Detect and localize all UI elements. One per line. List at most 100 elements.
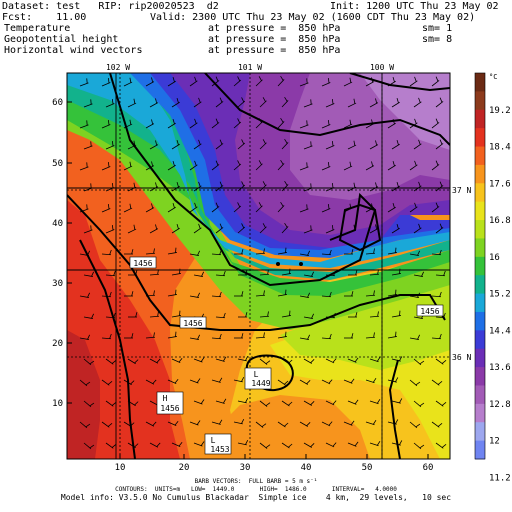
wind-barb <box>409 334 421 340</box>
wind-barb <box>277 201 285 213</box>
wind-barb <box>79 334 91 340</box>
wind-barb <box>365 248 376 255</box>
wind-barb <box>259 400 271 407</box>
height-label: 1456 <box>133 259 152 268</box>
wind-barb <box>344 333 354 339</box>
wind-barb <box>413 223 422 234</box>
wind-barb <box>413 97 422 108</box>
wind-barb <box>281 310 291 318</box>
wind-barb <box>277 331 287 339</box>
field-name-wind: Horizontal wind vectors <box>4 45 143 56</box>
wind-barb <box>167 289 177 297</box>
colorbar-swatch <box>475 293 485 313</box>
wind-barb <box>255 202 263 213</box>
wind-barb <box>83 141 93 150</box>
wind-barb <box>299 120 309 129</box>
station-markers <box>276 262 303 266</box>
wind-barb <box>123 161 133 171</box>
wind-barb <box>348 312 358 318</box>
footer-contour-info: CONTOURS: UNITS=m LOW= 1449.0 HIGH= 1486… <box>115 486 397 493</box>
wind-barb <box>303 271 315 277</box>
wind-barb <box>171 310 181 318</box>
wind-barb <box>413 271 425 277</box>
wind-barb <box>79 78 89 87</box>
wind-barb <box>211 118 220 129</box>
wind-barb <box>391 310 401 318</box>
colorbar-labels: 19.2 18.4 17.6 16.8 16 15.2 14.4 13.6 12.8 12 11.2 <box>489 106 511 484</box>
wind-barb <box>347 399 359 405</box>
footer-model-info: Model info: V3.5.0 No Cumulus Blackadar … <box>60 493 452 502</box>
wind-barb <box>409 118 418 129</box>
y-tick-label: 40 <box>52 219 63 229</box>
wind-barb <box>321 249 332 256</box>
wind-barb <box>431 421 443 428</box>
wind-barb <box>145 379 157 385</box>
wind-barb <box>325 312 336 319</box>
wind-barb <box>149 311 160 318</box>
wind-barb <box>149 224 159 234</box>
wind-barb <box>365 290 376 297</box>
wind-barb <box>347 224 357 234</box>
wind-barb <box>101 249 112 256</box>
x-tick-label: 50 <box>362 463 373 473</box>
x-tick-label: 40 <box>301 463 312 473</box>
wind-barb <box>189 334 201 340</box>
wind-barb <box>145 248 156 255</box>
colorbar-label: 16.8 <box>489 216 511 226</box>
wind-barb <box>255 248 266 255</box>
wind-barb <box>409 421 421 429</box>
wind-barb <box>211 377 223 383</box>
wind-barb <box>215 97 224 108</box>
wind-barb <box>277 247 287 255</box>
wind-barb <box>234 249 244 255</box>
wind-barb <box>145 161 155 171</box>
wind-barb <box>391 182 400 192</box>
wind-barb <box>303 358 315 364</box>
wind-barb <box>105 270 116 277</box>
wind-barb <box>193 399 205 405</box>
x-tick-label: 60 <box>423 463 434 473</box>
wind-barb <box>277 421 289 428</box>
wind-barb <box>365 119 375 129</box>
wind-barb <box>123 77 133 87</box>
colorbar-swatch <box>475 146 485 166</box>
wind-barb <box>211 160 220 171</box>
wind-barb <box>79 162 89 171</box>
wind-barb <box>325 99 335 108</box>
wind-barb <box>365 203 375 213</box>
wind-barb <box>237 97 246 108</box>
x-tick-label: 10 <box>115 463 126 473</box>
colorbar-swatch <box>475 238 485 258</box>
wind-barb <box>259 269 270 276</box>
wind-barb <box>189 250 201 256</box>
wind-barb <box>435 181 444 192</box>
wind-barb <box>189 160 198 171</box>
low-marker: L <box>254 370 259 379</box>
wind-barb <box>369 98 379 108</box>
wind-barb <box>325 442 337 448</box>
wind-barb <box>149 140 159 150</box>
wind-barb <box>215 398 227 404</box>
wind-barb <box>259 97 267 108</box>
wind-barb <box>387 377 399 383</box>
wind-barb <box>79 250 91 256</box>
wind-barb <box>321 162 331 171</box>
wind-barb <box>237 439 249 446</box>
wind-barb <box>409 76 418 87</box>
colorbar-swatch <box>475 91 485 111</box>
wind-barb <box>145 290 156 297</box>
wind-barb <box>237 223 246 234</box>
colorbar-label: 13.6 <box>489 363 511 373</box>
wind-barb <box>105 400 117 407</box>
field-level-wind: at pressure = 850 hPa <box>208 45 341 56</box>
height-contour-closed <box>338 203 382 252</box>
wind-barb <box>391 398 403 404</box>
wind-barb <box>325 141 335 150</box>
wind-barb <box>343 378 355 384</box>
wind-barb <box>259 223 267 234</box>
wind-barb <box>101 204 111 213</box>
y-tick-label: 10 <box>52 399 63 409</box>
wind-barb <box>365 77 375 87</box>
wind-barb <box>189 378 201 384</box>
height-label-group: 1456 1456 1456 H 1456 L 1449 L 1453 <box>129 256 444 455</box>
